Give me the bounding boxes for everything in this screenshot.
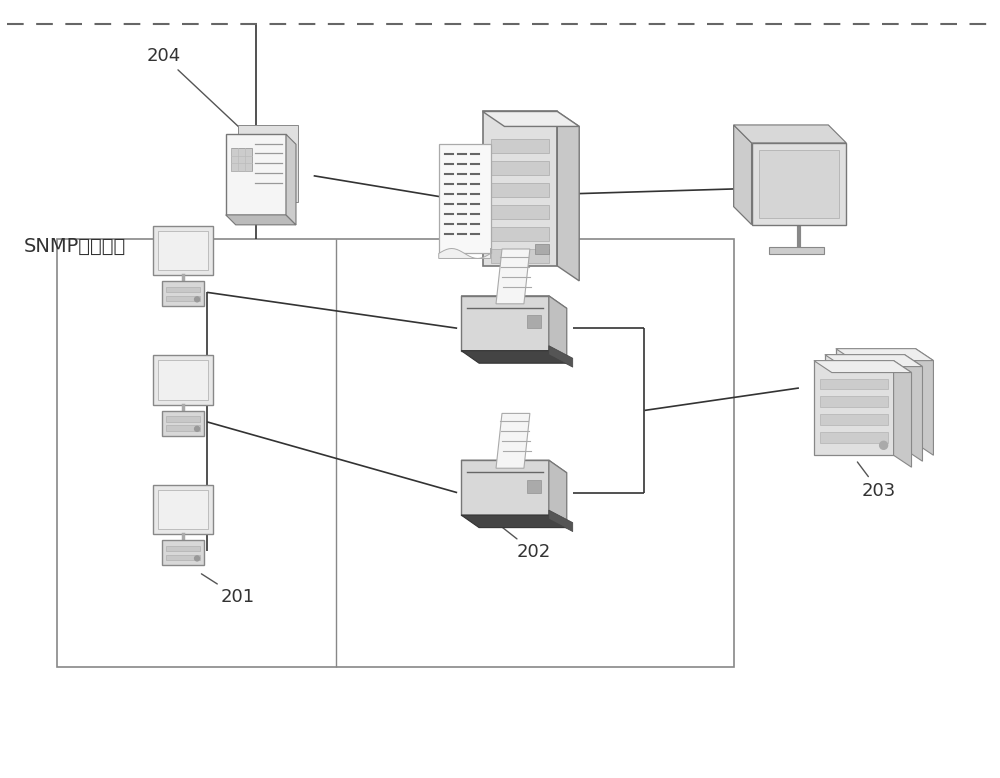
Polygon shape — [491, 249, 549, 263]
Polygon shape — [491, 139, 549, 153]
Polygon shape — [491, 184, 549, 197]
FancyBboxPatch shape — [166, 416, 200, 422]
Circle shape — [880, 441, 888, 449]
Polygon shape — [557, 111, 579, 281]
FancyBboxPatch shape — [166, 426, 200, 431]
Polygon shape — [825, 355, 905, 449]
Polygon shape — [820, 433, 888, 443]
Polygon shape — [831, 373, 899, 384]
Polygon shape — [831, 426, 899, 437]
FancyBboxPatch shape — [166, 296, 200, 301]
Polygon shape — [496, 413, 530, 468]
Polygon shape — [549, 461, 567, 527]
FancyBboxPatch shape — [162, 541, 204, 566]
Polygon shape — [286, 135, 296, 225]
Polygon shape — [226, 135, 286, 215]
Polygon shape — [814, 360, 912, 373]
Polygon shape — [842, 420, 910, 431]
Text: SNMP通信协议: SNMP通信协议 — [24, 237, 126, 255]
Polygon shape — [916, 349, 933, 455]
Polygon shape — [894, 360, 912, 468]
Polygon shape — [831, 391, 899, 401]
FancyBboxPatch shape — [162, 411, 204, 436]
Polygon shape — [836, 349, 933, 360]
Circle shape — [195, 426, 200, 431]
Polygon shape — [483, 111, 557, 266]
Polygon shape — [491, 161, 549, 175]
Polygon shape — [461, 296, 549, 351]
Polygon shape — [820, 397, 888, 408]
Polygon shape — [491, 227, 549, 241]
Polygon shape — [461, 296, 567, 308]
Polygon shape — [439, 144, 491, 254]
Polygon shape — [483, 111, 579, 127]
Polygon shape — [825, 355, 922, 366]
Polygon shape — [842, 366, 910, 377]
FancyBboxPatch shape — [153, 226, 213, 275]
Polygon shape — [734, 125, 752, 225]
Circle shape — [195, 556, 200, 561]
Polygon shape — [820, 379, 888, 390]
Polygon shape — [836, 349, 916, 443]
FancyBboxPatch shape — [166, 287, 200, 293]
Circle shape — [891, 436, 899, 443]
Circle shape — [902, 429, 910, 437]
FancyBboxPatch shape — [153, 485, 213, 534]
Polygon shape — [759, 150, 839, 218]
FancyBboxPatch shape — [166, 555, 200, 560]
FancyBboxPatch shape — [158, 230, 208, 271]
Polygon shape — [549, 345, 573, 367]
Polygon shape — [842, 402, 910, 413]
Polygon shape — [461, 461, 549, 515]
Polygon shape — [842, 384, 910, 395]
Polygon shape — [814, 360, 894, 455]
Polygon shape — [496, 249, 530, 303]
FancyBboxPatch shape — [158, 360, 208, 400]
FancyBboxPatch shape — [153, 355, 213, 405]
Polygon shape — [831, 408, 899, 419]
Polygon shape — [439, 248, 491, 258]
Polygon shape — [461, 461, 567, 473]
Polygon shape — [549, 296, 567, 363]
Circle shape — [195, 297, 200, 302]
FancyBboxPatch shape — [166, 546, 200, 552]
Polygon shape — [238, 125, 298, 202]
Polygon shape — [752, 143, 846, 225]
Polygon shape — [549, 510, 573, 531]
Text: 202: 202 — [502, 527, 551, 562]
FancyBboxPatch shape — [162, 282, 204, 307]
Polygon shape — [820, 415, 888, 426]
Polygon shape — [905, 355, 922, 461]
FancyBboxPatch shape — [57, 239, 734, 667]
Polygon shape — [527, 480, 541, 492]
Polygon shape — [734, 125, 846, 143]
Text: 203: 203 — [857, 462, 896, 499]
Text: 201: 201 — [201, 574, 255, 606]
Polygon shape — [535, 244, 549, 254]
Polygon shape — [226, 215, 296, 225]
Polygon shape — [491, 205, 549, 219]
Polygon shape — [461, 515, 567, 527]
Text: 204: 204 — [146, 47, 239, 127]
Polygon shape — [231, 148, 252, 171]
Polygon shape — [769, 247, 824, 254]
Polygon shape — [461, 351, 567, 363]
Polygon shape — [527, 315, 541, 328]
FancyBboxPatch shape — [158, 489, 208, 530]
